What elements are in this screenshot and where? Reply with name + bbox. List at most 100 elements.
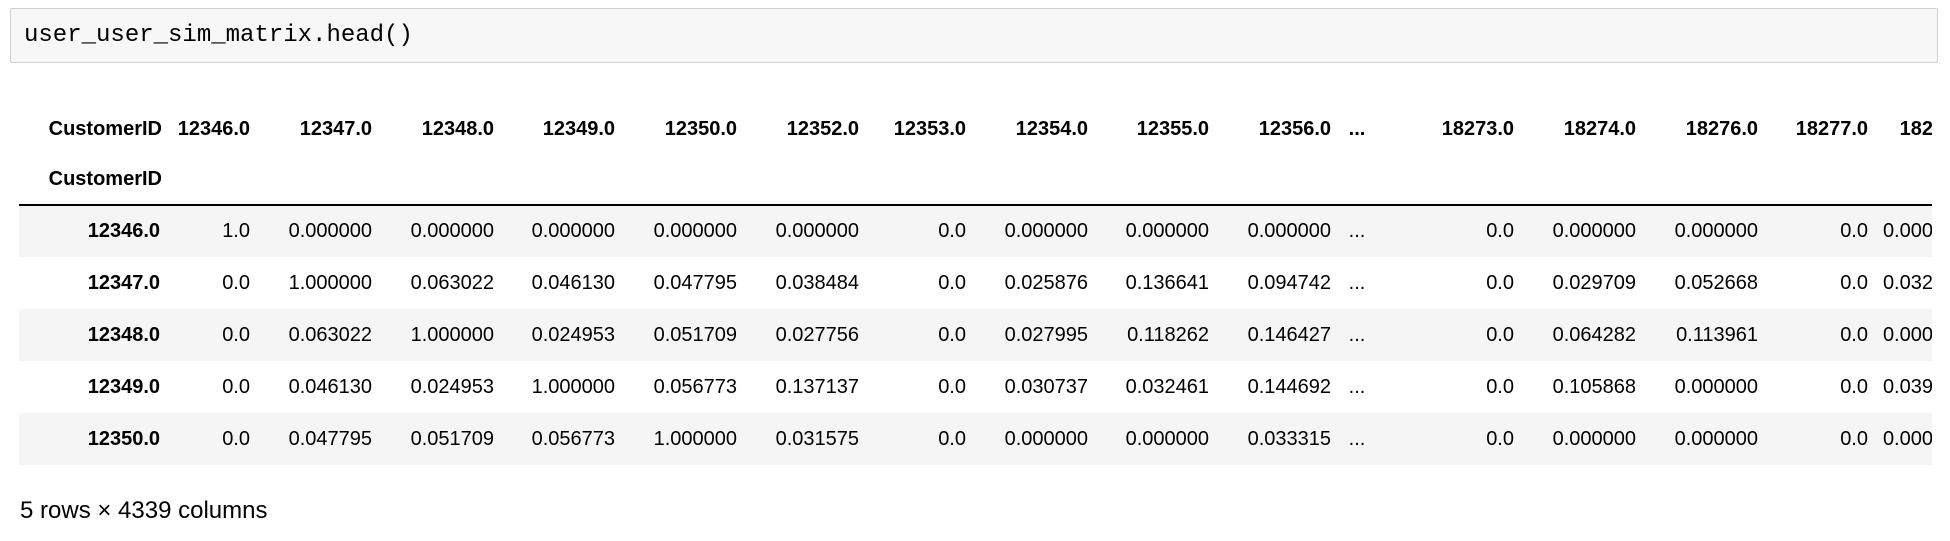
table-cell: 0.0 [1486,271,1514,294]
row-index-label: 12350.0 [87,427,160,450]
table-cell: 0.0 [938,375,966,398]
table-cell: 1.000000 [288,271,372,294]
table-cell: 0.046130 [531,271,615,294]
table-cell: 0.0 [1486,375,1514,398]
table-cell: 0.137137 [775,375,859,398]
column-header: 12353.0 [893,118,966,140]
table-cell: 0.024953 [531,323,615,346]
column-header: 12350.0 [664,118,737,140]
table-cell: 0.027756 [775,323,859,346]
table-cell: 0.000 [1882,427,1932,450]
table-cell: 0.033315 [1247,427,1331,450]
dataframe-shape-text: 5 rows × 4339 columns [20,497,268,524]
table-cell: 0.0 [1840,375,1868,398]
table-cell: 0.051709 [410,427,494,450]
code-cell-input[interactable]: user_user_sim_matrix.head() [10,8,1938,63]
table-cell: 0.051709 [653,323,737,346]
table-cell: 0.118262 [1127,323,1209,346]
table-row: 12350.0 0.0 0.047795 0.051709 0.056773 1.0000… [19,413,1932,465]
table-cell: 0.144692 [1247,375,1331,398]
table-cell: 0.0 [938,427,966,450]
table-row: 12347.0 0.0 1.000000 0.063022 0.046130 0.0477… [19,257,1932,309]
table-row: 12348.0 0.0 0.063022 1.000000 0.024953 0.0517… [19,309,1932,361]
table-cell: 1.000000 [410,323,494,346]
table-cell: 0.0 [1486,323,1514,346]
table-cell: 0.000000 [1004,220,1088,242]
table-cell: 0.105868 [1552,375,1636,398]
table-cell: 0.0 [1840,323,1868,346]
table-row: 12349.0 0.0 0.046130 0.024953 1.000000 0.0567… [19,361,1932,413]
table-cell: 0.000000 [288,220,372,242]
table-cell: 0.063022 [410,271,494,294]
table-cell: 0.000000 [1125,220,1209,242]
column-header-row: CustomerID 12346.0 12347.0 12348.0 12349… [19,104,1932,155]
table-cell: 1.000000 [531,375,615,398]
table-cell: 0.0 [938,323,966,346]
table-cell: 0.000000 [775,220,859,242]
table-cell: 0.0 [1486,220,1514,242]
table-cell: 0.038484 [775,271,859,294]
index-name-row: CustomerID [19,155,1932,205]
table-cell: 0.0 [938,220,966,242]
table-cell: 0.000000 [531,220,615,242]
ellipsis-cell: ... [1348,427,1366,450]
ellipsis-cell: ... [1348,375,1366,398]
column-header: 12352.0 [786,118,859,140]
table-cell: 0.094742 [1247,271,1331,294]
table-cell: 0.113961 [1676,323,1758,346]
table-cell: 0.039 [1882,375,1932,398]
table-cell: 0.0 [938,271,966,294]
index-name-header: CustomerID [48,168,162,190]
table-cell: 0.000 [1882,220,1932,242]
column-header: 12349.0 [542,118,615,140]
column-header: 18273.0 [1441,118,1514,140]
table-row: 12346.0 1.0 0.000000 0.000000 0.000000 0.0000… [19,205,1932,257]
table-cell: 0.0 [1840,271,1868,294]
columns-name-header: CustomerID [48,118,162,140]
table-cell: 0.056773 [531,427,615,450]
table-cell: 0.063022 [288,323,372,346]
table-cell: 0.030737 [1004,375,1088,398]
table-cell: 0.032 [1882,271,1932,294]
table-cell: 1.000000 [653,427,737,450]
ellipsis-cell: ... [1348,323,1366,346]
row-index-label: 12346.0 [87,220,160,242]
table-cell: 0.031575 [775,427,859,450]
table-cell: 0.0 [222,323,250,346]
table-cell: 0.136641 [1125,271,1209,294]
table-cell: 0.047795 [288,427,372,450]
table-cell: 0.0 [1486,427,1514,450]
code-source: user_user_sim_matrix.head() [24,22,413,49]
column-header: 12355.0 [1136,118,1209,140]
table-cell: 1.0 [222,220,250,242]
column-header: 12347.0 [299,118,372,140]
table-cell: 0.052668 [1674,271,1758,294]
table-cell: 0.029709 [1552,271,1636,294]
ellipsis-cell: ... [1348,271,1366,294]
table-cell: 0.000000 [653,220,737,242]
dataframe-table: CustomerID 12346.0 12347.0 12348.0 12349… [19,104,1932,465]
table-cell: 0.046130 [288,375,372,398]
table-cell: 0.032461 [1125,375,1209,398]
table-cell: 0.064282 [1552,323,1636,346]
table-cell: 0.000000 [1674,427,1758,450]
table-cell: 0.000000 [1552,427,1636,450]
table-cell: 0.000000 [1552,220,1636,242]
table-cell: 0.0 [1840,220,1868,242]
column-header: 18277.0 [1795,118,1868,140]
column-header: 12346.0 [177,118,250,140]
row-index-label: 12348.0 [87,323,160,346]
cell-output: CustomerID 12346.0 12347.0 12348.0 12349… [19,104,1932,472]
table-cell: 0.027995 [1004,323,1088,346]
column-header: 12354.0 [1015,118,1088,140]
table-cell: 0.146427 [1247,323,1331,346]
table-cell: 0.000000 [1004,427,1088,450]
column-header: 18276.0 [1685,118,1758,140]
table-cell: 0.056773 [653,375,737,398]
table-cell: 0.000000 [1674,220,1758,242]
column-header: 18274.0 [1563,118,1636,140]
table-cell: 0.000 [1882,323,1932,346]
table-cell: 0.025876 [1004,271,1088,294]
table-cell: 0.0 [222,427,250,450]
column-ellipsis-header: ... [1348,118,1366,140]
